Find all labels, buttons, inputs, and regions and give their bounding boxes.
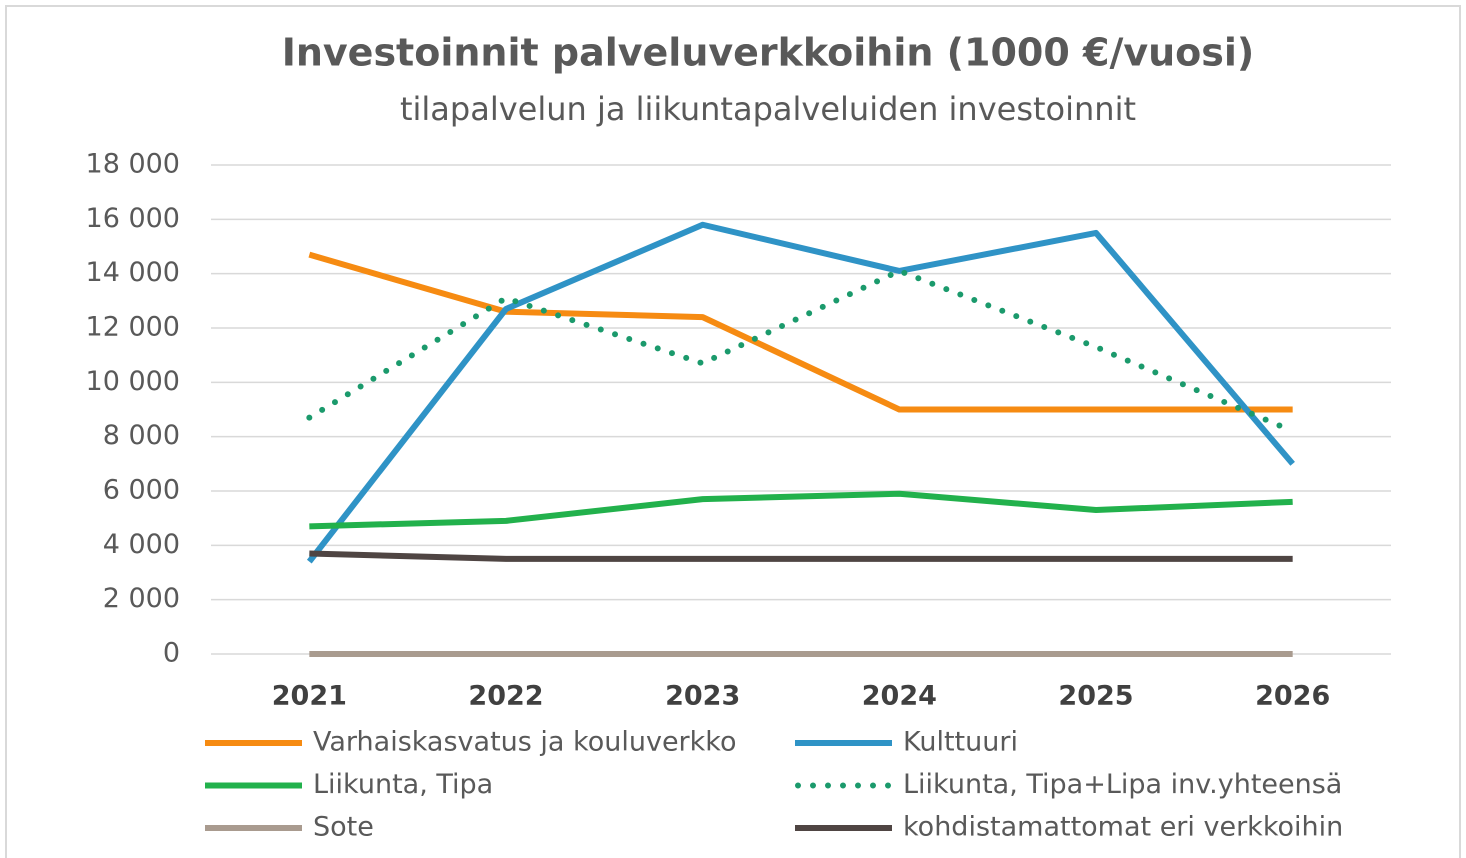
y-tick-label: 10 000	[86, 366, 180, 397]
x-tick-label: 2025	[1058, 681, 1133, 712]
chart-subtitle: tilapalvelun ja liikuntapalveluiden inve…	[400, 90, 1136, 128]
series-line	[308, 251, 1293, 413]
series-line	[306, 221, 1295, 564]
legend-label: Kulttuuri	[903, 727, 1018, 758]
legend-label: Sote	[313, 812, 374, 843]
y-tick-label: 8 000	[103, 420, 180, 451]
y-tick-label: 6 000	[103, 475, 180, 506]
x-tick-label: 2022	[468, 681, 543, 712]
x-tick-label: 2024	[862, 681, 937, 712]
legend-label: kohdistamattomat eri verkkoihin	[903, 812, 1343, 843]
series-line	[306, 267, 1296, 435]
y-tick-label: 0	[163, 638, 180, 669]
chart-border	[5, 5, 1461, 858]
x-tick-label: 2023	[665, 681, 740, 712]
legend-label: Liikunta, Tipa+Lipa inv.yhteensä	[903, 769, 1342, 800]
x-tick-label: 2026	[1255, 681, 1330, 712]
y-tick-label: 2 000	[103, 583, 180, 614]
legend-label: Liikunta, Tipa	[313, 769, 493, 800]
y-tick-label: 16 000	[86, 203, 180, 234]
y-tick-label: 12 000	[86, 312, 180, 343]
y-tick-label: 4 000	[103, 529, 180, 560]
y-tick-label: 14 000	[86, 257, 180, 288]
series-line	[309, 550, 1293, 562]
y-tick-label: 18 000	[86, 149, 180, 180]
x-tick-label: 2021	[272, 681, 347, 712]
series-line	[309, 490, 1293, 530]
chart-title: Investoinnit palveluverkkoihin (1000 €/v…	[282, 31, 1255, 75]
legend-label: Varhaiskasvatus ja kouluverkko	[313, 727, 736, 758]
